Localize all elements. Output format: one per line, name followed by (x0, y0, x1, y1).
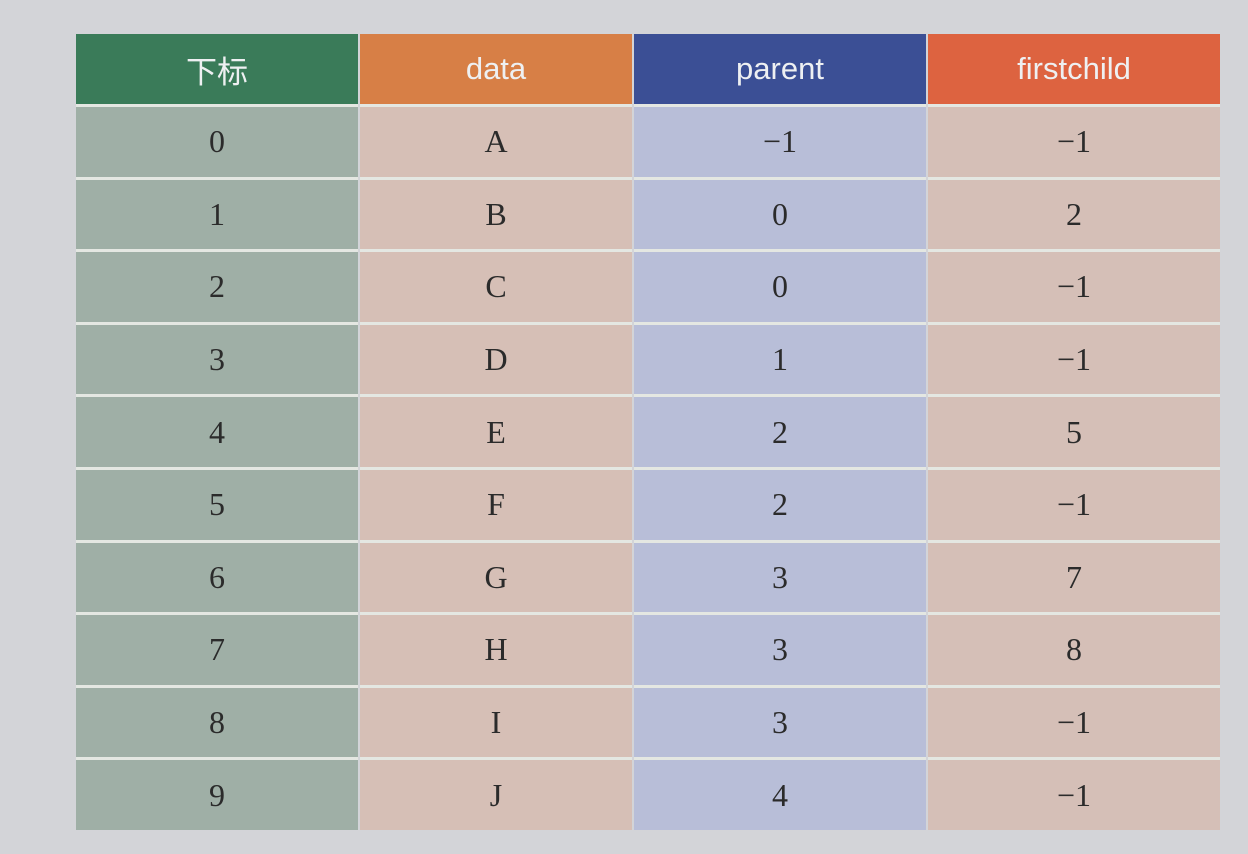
cell-firstchild: 2 (928, 176, 1220, 250)
cell-data: B (360, 176, 632, 250)
column-firstchild: firstchild −1 2 −1 −1 5 −1 7 8 −1 −1 (928, 34, 1220, 830)
cell-index: 8 (76, 684, 358, 758)
cell-parent: 2 (634, 466, 926, 540)
tree-storage-table: 下标 0 1 2 3 4 5 6 7 8 9 data A B C D E F … (76, 34, 1220, 830)
column-parent: parent −1 0 0 1 2 2 3 3 3 4 (634, 34, 926, 830)
cell-firstchild: −1 (928, 757, 1220, 830)
cell-data: J (360, 757, 632, 830)
cell-parent: 3 (634, 612, 926, 685)
cell-firstchild: −1 (928, 104, 1220, 177)
cell-data: C (360, 249, 632, 322)
cell-firstchild: −1 (928, 249, 1220, 322)
cell-index: 3 (76, 321, 358, 395)
cell-parent: 3 (634, 684, 926, 758)
cell-parent: 1 (634, 321, 926, 395)
header-data: data (360, 34, 632, 104)
cell-data: F (360, 466, 632, 540)
cell-parent: 0 (634, 249, 926, 322)
cell-parent: −1 (634, 104, 926, 177)
cell-index: 6 (76, 539, 358, 613)
cell-index: 1 (76, 176, 358, 250)
cell-firstchild: 8 (928, 612, 1220, 685)
cell-data: G (360, 539, 632, 613)
cell-data: A (360, 104, 632, 177)
cell-data: D (360, 321, 632, 395)
cell-data: I (360, 684, 632, 758)
cell-index: 0 (76, 104, 358, 177)
cell-index: 4 (76, 394, 358, 467)
cell-index: 5 (76, 466, 358, 540)
column-index: 下标 0 1 2 3 4 5 6 7 8 9 (76, 34, 358, 830)
cell-firstchild: −1 (928, 466, 1220, 540)
cell-parent: 3 (634, 539, 926, 613)
cell-parent: 2 (634, 394, 926, 467)
cell-data: E (360, 394, 632, 467)
cell-parent: 4 (634, 757, 926, 830)
cell-index: 7 (76, 612, 358, 685)
header-index: 下标 (76, 34, 358, 104)
header-firstchild: firstchild (928, 34, 1220, 104)
column-data: data A B C D E F G H I J (360, 34, 632, 830)
cell-firstchild: −1 (928, 684, 1220, 758)
cell-index: 2 (76, 249, 358, 322)
cell-index: 9 (76, 757, 358, 830)
cell-parent: 0 (634, 176, 926, 250)
cell-firstchild: −1 (928, 321, 1220, 395)
cell-data: H (360, 612, 632, 685)
header-parent: parent (634, 34, 926, 104)
cell-firstchild: 7 (928, 539, 1220, 613)
cell-firstchild: 5 (928, 394, 1220, 467)
